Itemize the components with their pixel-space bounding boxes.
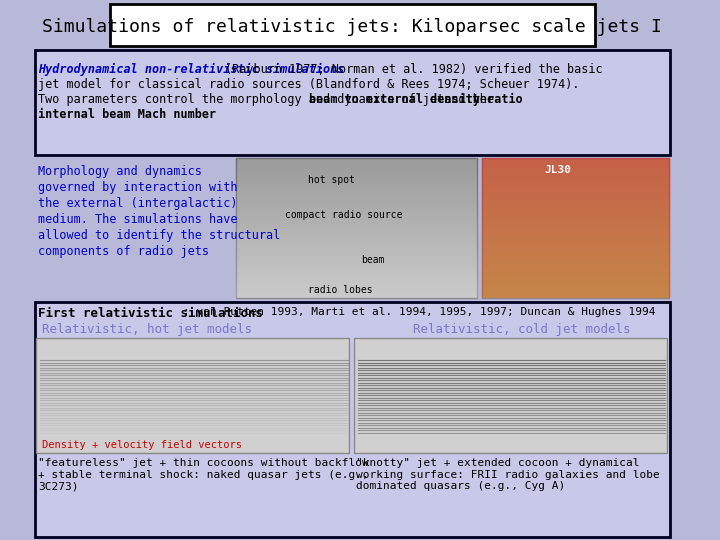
Text: internal beam Mach number: internal beam Mach number (38, 108, 216, 121)
Text: First relativistic simulations: First relativistic simulations (38, 307, 263, 320)
Bar (236, 158, 477, 298)
Text: and the: and the (437, 93, 494, 106)
FancyBboxPatch shape (109, 4, 595, 46)
Text: radio lobes: radio lobes (307, 285, 372, 295)
Bar (35, 302, 670, 537)
Text: the external (intergalactic): the external (intergalactic) (38, 197, 238, 210)
Text: hot spot: hot spot (307, 175, 355, 185)
Text: Morphology and dynamics: Morphology and dynamics (38, 165, 202, 178)
Bar (36, 338, 348, 453)
Text: beam: beam (361, 255, 384, 265)
Text: compact radio source: compact radio source (285, 210, 403, 220)
Text: "featureless" jet + thin cocoons without backflow
+ stable terminal shock: naked: "featureless" jet + thin cocoons without… (38, 458, 369, 491)
Text: Relativistic, hot jet models: Relativistic, hot jet models (42, 323, 252, 336)
Text: Simulations of relativistic jets: Kiloparsec scale jets I: Simulations of relativistic jets: Kilopa… (42, 18, 662, 36)
Text: "knotty" jet + extended cocoon + dynamical
working surface: FRII radio galaxies : "knotty" jet + extended cocoon + dynamic… (356, 458, 660, 491)
Text: JL30: JL30 (544, 165, 571, 175)
Text: components of radio jets: components of radio jets (38, 245, 209, 258)
Text: Density + velocity field vectors: Density + velocity field vectors (42, 440, 242, 450)
Text: : van Putten 1993, Marti et al. 1994, 1995, 1997; Duncan & Hughes 1994: : van Putten 1993, Marti et al. 1994, 19… (183, 307, 655, 317)
Text: (Rayburn 1977; Norman et al. 1982) verified the basic: (Rayburn 1977; Norman et al. 1982) verif… (225, 63, 603, 76)
Text: jet model for classical radio sources (Blandford & Rees 1974; Scheuer 1974).: jet model for classical radio sources (B… (38, 78, 580, 91)
Bar (482, 158, 670, 298)
Text: medium. The simulations have: medium. The simulations have (38, 213, 238, 226)
Text: governed by interaction with: governed by interaction with (38, 181, 238, 194)
Text: beam to external density ratio: beam to external density ratio (310, 93, 523, 106)
Text: Two parameters control the morphology and dynamics of jets: the: Two parameters control the morphology an… (38, 93, 494, 106)
Bar (35, 50, 670, 155)
Text: Hydrodynamical non-relativistic simulations: Hydrodynamical non-relativistic simulati… (38, 63, 351, 76)
Text: Relativistic, cold jet models: Relativistic, cold jet models (413, 323, 631, 336)
Text: allowed to identify the structural: allowed to identify the structural (38, 229, 280, 242)
Bar (354, 338, 667, 453)
